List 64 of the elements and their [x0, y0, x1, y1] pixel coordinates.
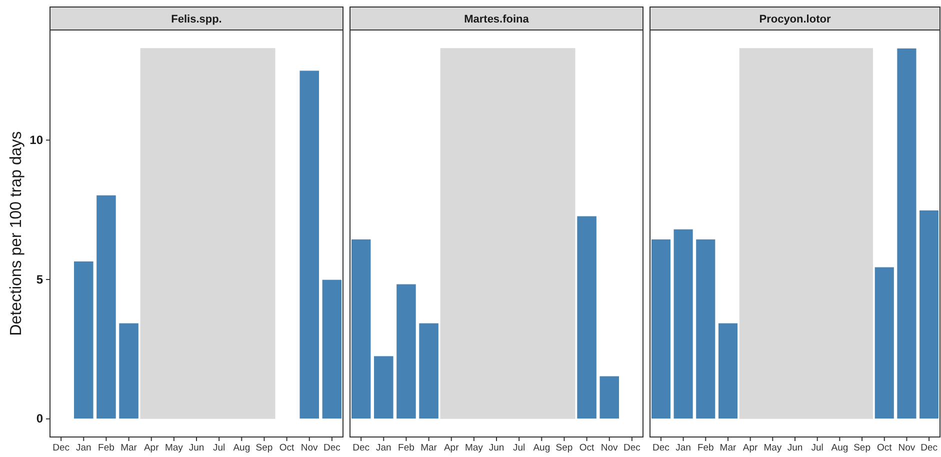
y-axis-title: Detections per 100 trap days [8, 131, 25, 336]
chart-title: Felis.spp. [171, 14, 222, 26]
x-tick-label: Aug [233, 442, 250, 454]
x-tick-label: Jan [76, 442, 92, 454]
x-tick-label: Dec [352, 442, 370, 454]
x-tick-label: Feb [697, 442, 714, 454]
x-tick-label: Oct [279, 442, 295, 454]
bar [599, 376, 620, 420]
x-tick-label: Feb [98, 442, 114, 454]
x-tick-label: May [764, 442, 782, 454]
bar [696, 238, 716, 420]
x-tick-label: Apr [444, 442, 459, 454]
bar [350, 238, 372, 420]
x-tick-label: Jun [488, 442, 504, 454]
x-tick-label: Aug [831, 442, 848, 454]
y-tick-label: 5 [36, 272, 44, 286]
x-tick-label: Dec [52, 442, 70, 454]
y-tick-label: 0 [36, 412, 44, 426]
x-tick-label: Jul [512, 442, 526, 454]
bar [896, 48, 917, 420]
x-tick-label: Apr [742, 442, 758, 454]
x-tick-label: Sep [854, 442, 870, 454]
x-tick-label: Mar [420, 442, 437, 454]
x-tick-label: Oct [579, 442, 595, 454]
chart-title: Procyon.lotor [759, 14, 832, 26]
x-tick-label: Nov [300, 442, 318, 454]
bar [874, 266, 894, 420]
x-tick-label: Apr [144, 442, 159, 454]
bar [373, 356, 394, 420]
bar [918, 210, 940, 420]
x-tick-label: May [464, 442, 484, 454]
bar [673, 228, 694, 420]
x-tick-label: Mar [120, 442, 137, 454]
bar [418, 322, 440, 420]
bar [576, 216, 598, 420]
x-tick-label: Jun [787, 442, 803, 454]
bar [118, 322, 140, 420]
x-tick-label: Aug [533, 442, 550, 454]
bar [396, 284, 416, 420]
bar [718, 322, 738, 420]
x-tick-label: Dec [920, 442, 938, 454]
x-tick-label: Sep [256, 442, 273, 454]
x-tick-label: Oct [876, 442, 892, 454]
x-tick-label: Sep [556, 442, 573, 454]
x-tick-label: Dec [623, 442, 641, 454]
x-tick-label: Feb [398, 442, 414, 454]
x-tick-label: Dec [323, 442, 341, 454]
bar [299, 70, 320, 420]
x-tick-label: Jul [212, 442, 226, 454]
x-tick-label: Jan [676, 442, 691, 454]
x-tick-label: Jul [811, 442, 824, 454]
bar [96, 194, 116, 420]
x-tick-label: Jun [188, 442, 204, 454]
x-tick-label: Nov [600, 442, 618, 454]
bar [650, 238, 672, 420]
x-tick-label: Jan [376, 442, 392, 454]
x-tick-label: Nov [898, 442, 916, 454]
chart-title: Martes.foina [464, 14, 530, 26]
x-tick-label: Dec [652, 442, 670, 454]
bar [73, 260, 94, 420]
x-tick-label: May [164, 442, 184, 454]
bar [322, 279, 342, 420]
y-tick-label: 10 [30, 132, 44, 147]
x-tick-label: Mar [720, 442, 736, 454]
